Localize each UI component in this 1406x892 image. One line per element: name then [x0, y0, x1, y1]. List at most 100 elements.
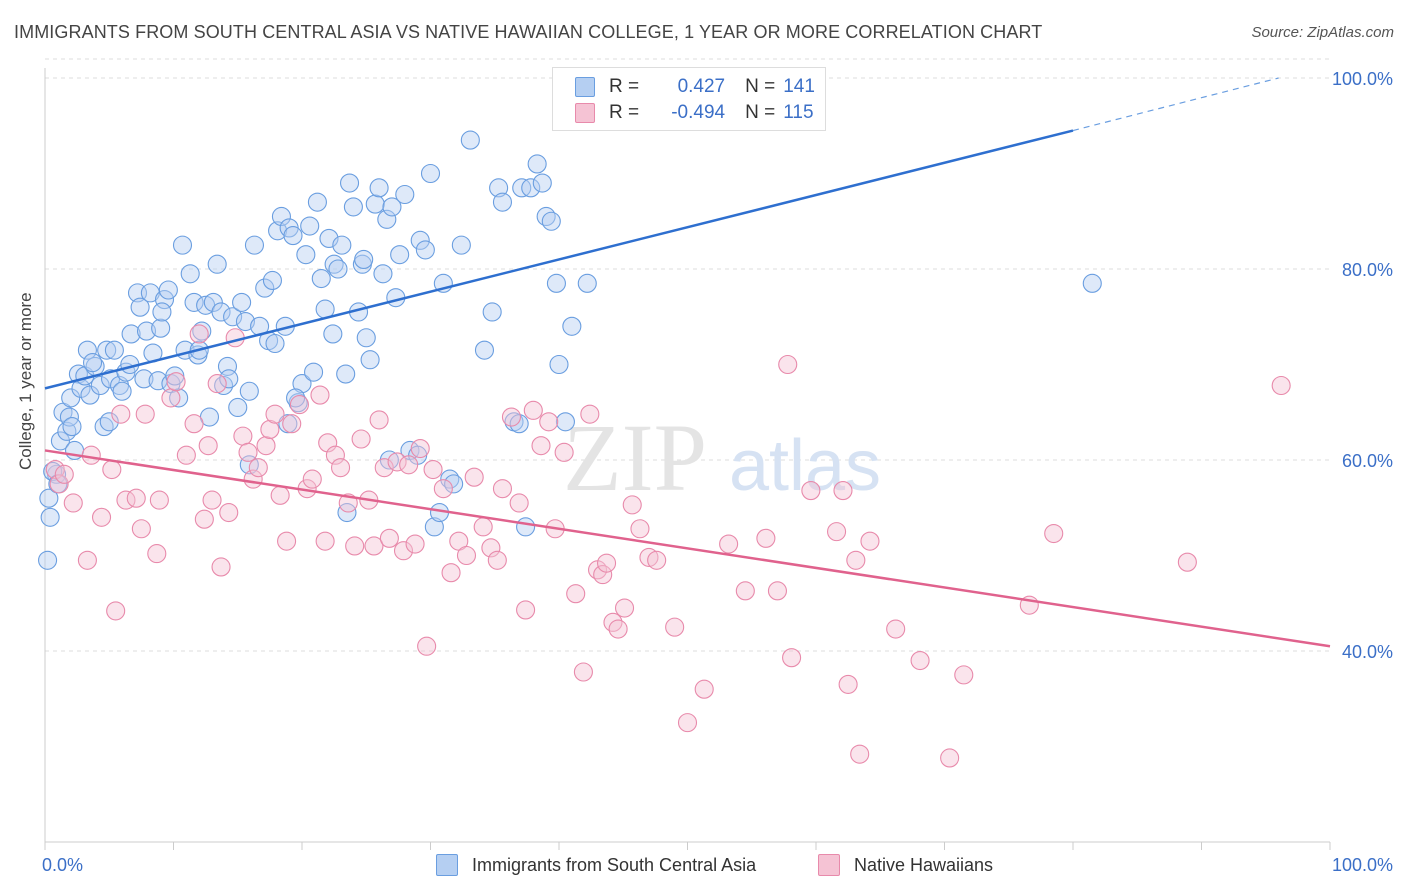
point-native-hawaiians: [315, 531, 335, 551]
point-native-hawaiians: [622, 495, 642, 515]
point-immigrants-south-central-asia: [40, 507, 60, 527]
trend-line-blue-extension: [1072, 77, 1279, 132]
point-native-hawaiians: [665, 617, 685, 637]
legend-n-value: 115: [783, 102, 814, 123]
point-native-hawaiians: [238, 442, 258, 462]
point-native-hawaiians: [603, 612, 623, 632]
point-native-hawaiians: [838, 674, 858, 694]
point-native-hawaiians: [850, 744, 870, 764]
point-immigrants-south-central-asia: [214, 375, 234, 396]
point-native-hawaiians: [277, 531, 297, 551]
point-immigrants-south-central-asia: [165, 366, 185, 386]
point-native-hawaiians: [166, 372, 186, 392]
point-native-hawaiians: [846, 550, 866, 570]
point-native-hawaiians: [77, 550, 97, 570]
trend-line-blue: [44, 129, 1074, 390]
point-native-hawaiians: [1271, 375, 1291, 396]
point-immigrants-south-central-asia: [211, 302, 231, 322]
tick-labels: 40.0% 60.0% 80.0% 100.0% 0.0% 100.0%: [42, 69, 1393, 875]
point-immigrants-south-central-asia: [390, 245, 410, 265]
point-immigrants-south-central-asia: [184, 292, 204, 312]
point-native-hawaiians: [189, 324, 209, 344]
point-native-hawaiians: [531, 436, 551, 456]
point-immigrants-south-central-asia: [482, 302, 502, 322]
point-immigrants-south-central-asia: [61, 388, 81, 408]
point-native-hawaiians: [135, 404, 155, 424]
trend-lines: [44, 77, 1331, 648]
legend-n-value: 141: [783, 76, 815, 97]
series-pink-points: [45, 324, 1291, 768]
point-native-hawaiians: [647, 550, 667, 570]
point-immigrants-south-central-asia: [292, 374, 312, 394]
point-immigrants-south-central-asia: [343, 197, 363, 217]
point-immigrants-south-central-asia: [332, 235, 352, 255]
point-native-hawaiians: [302, 469, 322, 489]
watermark: ZIP atlas: [563, 404, 881, 511]
bottom-legend-label-blue: Immigrants from South Central Asia: [472, 854, 757, 875]
point-immigrants-south-central-asia: [232, 292, 252, 312]
point-native-hawaiians: [325, 445, 345, 465]
point-immigrants-south-central-asia: [180, 264, 200, 284]
point-immigrants-south-central-asia: [112, 381, 132, 401]
point-immigrants-south-central-asia: [354, 249, 374, 270]
point-native-hawaiians: [233, 426, 253, 446]
grid: [45, 58, 1330, 652]
point-native-hawaiians: [310, 385, 330, 405]
point-native-hawaiians: [198, 436, 218, 456]
x-tick-label: 0.0%: [42, 855, 83, 875]
y-tick-label: 100.0%: [1332, 69, 1393, 89]
point-immigrants-south-central-asia: [77, 340, 97, 360]
point-native-hawaiians: [580, 404, 600, 424]
legend-r-value: 0.427: [677, 76, 726, 97]
point-immigrants-south-central-asia: [410, 230, 430, 250]
point-immigrants-south-central-asia: [415, 240, 435, 260]
point-native-hawaiians: [433, 479, 453, 499]
point-native-hawaiians: [719, 534, 739, 554]
point-immigrants-south-central-asia: [192, 321, 212, 341]
point-immigrants-south-central-asia: [420, 163, 441, 184]
point-native-hawaiians: [417, 636, 437, 656]
point-immigrants-south-central-asia: [136, 321, 157, 341]
point-immigrants-south-central-asia: [169, 388, 189, 408]
point-immigrants-south-central-asia: [555, 412, 575, 432]
point-native-hawaiians: [1177, 552, 1197, 572]
point-native-hawaiians: [364, 536, 384, 556]
point-native-hawaiians: [225, 328, 245, 348]
y-tick-label: 80.0%: [1342, 260, 1393, 280]
point-native-hawaiians: [509, 493, 529, 513]
point-immigrants-south-central-asia: [337, 502, 357, 523]
point-immigrants-south-central-asia: [521, 178, 541, 198]
point-native-hawaiians: [289, 395, 309, 415]
point-native-hawaiians: [405, 534, 425, 554]
point-native-hawaiians: [694, 679, 714, 699]
point-immigrants-south-central-asia: [336, 364, 356, 384]
point-immigrants-south-central-asia: [395, 184, 415, 205]
series-blue-points: [38, 130, 1102, 570]
legend-row-blue: R = 0.427 N = 141: [575, 75, 815, 99]
point-native-hawaiians: [940, 748, 960, 768]
point-native-hawaiians: [207, 374, 227, 394]
point-native-hawaiians: [639, 547, 659, 567]
point-native-hawaiians: [147, 544, 167, 564]
chart-title: IMMIGRANTS FROM SOUTH CENTRAL ASIA VS NA…: [14, 22, 1043, 42]
point-native-hawaiians: [954, 665, 974, 685]
point-immigrants-south-central-asia: [97, 340, 117, 360]
point-native-hawaiians: [910, 650, 930, 671]
point-native-hawaiians: [131, 519, 151, 539]
legend-r-label: R =: [609, 102, 640, 123]
point-native-hawaiians: [566, 584, 586, 604]
legend-n-label: N =: [745, 76, 776, 97]
point-immigrants-south-central-asia: [255, 278, 275, 298]
bottom-legend-label-pink: Native Hawaiians: [854, 854, 994, 875]
point-native-hawaiians: [735, 581, 755, 601]
point-native-hawaiians: [211, 557, 231, 577]
point-immigrants-south-central-asia: [207, 254, 227, 274]
point-native-hawaiians: [176, 445, 196, 465]
point-immigrants-south-central-asia: [300, 216, 320, 236]
legend-swatch-pink: [575, 103, 595, 123]
point-native-hawaiians: [756, 528, 776, 548]
point-immigrants-south-central-asia: [356, 328, 376, 348]
point-native-hawaiians: [481, 538, 501, 558]
point-immigrants-south-central-asia: [151, 318, 171, 338]
